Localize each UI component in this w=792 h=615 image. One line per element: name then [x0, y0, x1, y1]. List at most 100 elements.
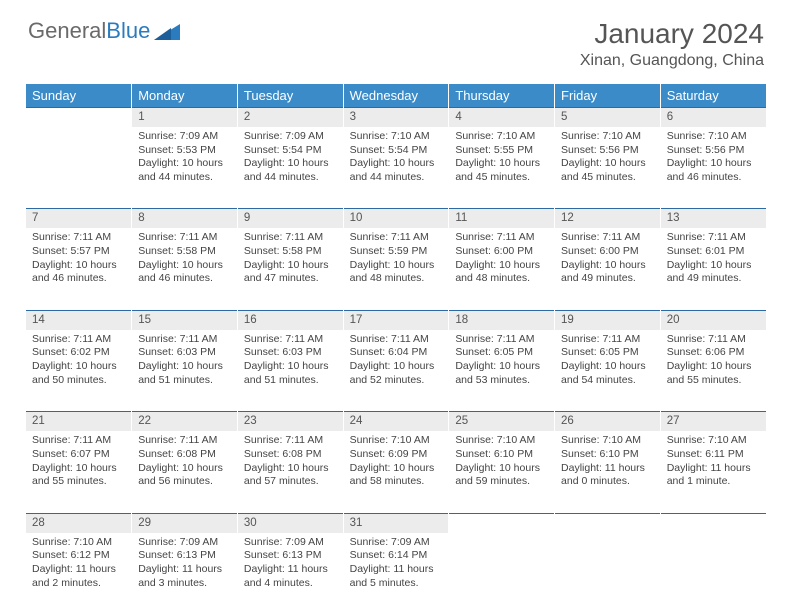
sunrise-line: Sunrise: 7:11 AM [138, 231, 231, 245]
daylight-line: Daylight: 11 hours and 3 minutes. [138, 563, 231, 590]
daylight-line: Daylight: 10 hours and 55 minutes. [667, 360, 760, 387]
day-content-cell: Sunrise: 7:10 AMSunset: 5:56 PMDaylight:… [660, 127, 766, 209]
sunset-line: Sunset: 6:12 PM [32, 549, 125, 563]
sunrise-line: Sunrise: 7:11 AM [667, 231, 760, 245]
sunset-line: Sunset: 6:00 PM [455, 245, 548, 259]
daylight-line: Daylight: 10 hours and 45 minutes. [561, 157, 654, 184]
calendar-body: 123456Sunrise: 7:09 AMSunset: 5:53 PMDay… [26, 108, 766, 615]
day-number-cell [555, 513, 661, 532]
day-number-cell: 1 [132, 108, 238, 127]
day-number-row: 123456 [26, 108, 766, 127]
day-content-cell: Sunrise: 7:11 AMSunset: 5:57 PMDaylight:… [26, 228, 132, 310]
day-number-cell: 9 [237, 209, 343, 228]
sunrise-line: Sunrise: 7:10 AM [350, 130, 443, 144]
daylight-line: Daylight: 10 hours and 49 minutes. [561, 259, 654, 286]
title-block: January 2024 Xinan, Guangdong, China [580, 18, 764, 70]
sunset-line: Sunset: 6:03 PM [138, 346, 231, 360]
sunrise-line: Sunrise: 7:10 AM [455, 434, 548, 448]
sunset-line: Sunset: 5:56 PM [561, 144, 654, 158]
day-content-row: Sunrise: 7:10 AMSunset: 6:12 PM Daylight:… [26, 533, 766, 615]
day-content-cell: Sunrise: 7:11 AMSunset: 6:08 PMDaylight:… [237, 431, 343, 513]
sunset-line: Sunset: 5:59 PM [350, 245, 443, 259]
day-content-cell: Sunrise: 7:11 AMSunset: 6:03 PMDaylight:… [237, 330, 343, 412]
sunset-line: Sunset: 6:08 PM [138, 448, 231, 462]
day-number-cell: 10 [343, 209, 449, 228]
daylight-line: Daylight: 10 hours and 46 minutes. [32, 259, 125, 286]
sunset-line: Sunset: 6:14 PM [350, 549, 443, 563]
header: GeneralBlue January 2024 Xinan, Guangdon… [0, 0, 792, 76]
sunrise-line: Sunrise: 7:11 AM [561, 333, 654, 347]
day-number-cell: 26 [555, 412, 661, 431]
day-number-cell: 21 [26, 412, 132, 431]
daylight-line: Daylight: 10 hours and 58 minutes. [350, 462, 443, 489]
day-content-cell: Sunrise: 7:10 AMSunset: 6:11 PMDaylight:… [660, 431, 766, 513]
daylight-line: Daylight: 10 hours and 57 minutes. [244, 462, 337, 489]
sunrise-line: Sunrise: 7:11 AM [244, 333, 337, 347]
sunrise-line: Sunrise: 7:11 AM [32, 434, 125, 448]
logo-part2: Blue [106, 18, 150, 43]
day-content-cell: Sunrise: 7:10 AMSunset: 6:12 PMDaylight:… [26, 533, 132, 615]
day-number-cell: 16 [237, 310, 343, 329]
sunrise-line: Sunrise: 7:11 AM [350, 333, 443, 347]
day-content-cell: Sunrise: 7:10 AMSunset: 5:55 PMDaylight:… [449, 127, 555, 209]
day-content-cell: Sunrise: 7:10 AMSunset: 6:10 PMDaylight:… [449, 431, 555, 513]
sunrise-line: Sunrise: 7:10 AM [455, 130, 548, 144]
weekday-header: Thursday [449, 84, 555, 108]
triangle-icon [154, 22, 180, 40]
sunset-line: Sunset: 6:13 PM [138, 549, 231, 563]
weekday-header-row: SundayMondayTuesdayWednesdayThursdayFrid… [26, 84, 766, 108]
day-content-row: Sunrise: 7:09 AMSunset: 5:53 PMDaylight:… [26, 127, 766, 209]
day-number-cell: 29 [132, 513, 238, 532]
daylight-line: Daylight: 10 hours and 54 minutes. [561, 360, 654, 387]
day-content-cell: Sunrise: 7:11 AMSunset: 6:00 PMDaylight:… [555, 228, 661, 310]
sunrise-line: Sunrise: 7:11 AM [455, 231, 548, 245]
sunrise-line: Sunrise: 7:11 AM [138, 434, 231, 448]
day-content-cell: Sunrise: 7:11 AMSunset: 6:06 PMDaylight:… [660, 330, 766, 412]
day-number-row: 14151617181920 [26, 310, 766, 329]
logo: GeneralBlue [28, 18, 180, 44]
daylight-line: Daylight: 11 hours and 4 minutes. [244, 563, 337, 590]
daylight-line: Daylight: 10 hours and 51 minutes. [138, 360, 231, 387]
daylight-line: Daylight: 11 hours and 0 minutes. [561, 462, 654, 489]
day-content-cell: Sunrise: 7:11 AMSunset: 6:02 PMDaylight:… [26, 330, 132, 412]
sunset-line: Sunset: 6:05 PM [455, 346, 548, 360]
day-content-cell: Sunrise: 7:09 AMSunset: 6:14 PMDaylight:… [343, 533, 449, 615]
daylight-line: Daylight: 10 hours and 44 minutes. [138, 157, 231, 184]
day-content-cell [660, 533, 766, 615]
sunset-line: Sunset: 5:54 PM [244, 144, 337, 158]
day-number-row: 21222324252627 [26, 412, 766, 431]
day-number-cell: 18 [449, 310, 555, 329]
daylight-line: Daylight: 10 hours and 56 minutes. [138, 462, 231, 489]
sunset-line: Sunset: 5:53 PM [138, 144, 231, 158]
sunset-line: Sunset: 6:11 PM [667, 448, 760, 462]
day-content-cell: Sunrise: 7:10 AMSunset: 6:09 PMDaylight:… [343, 431, 449, 513]
weekday-header: Friday [555, 84, 661, 108]
sunrise-line: Sunrise: 7:11 AM [244, 231, 337, 245]
sunset-line: Sunset: 6:00 PM [561, 245, 654, 259]
sunrise-line: Sunrise: 7:09 AM [138, 130, 231, 144]
sunset-line: Sunset: 6:06 PM [667, 346, 760, 360]
sunrise-line: Sunrise: 7:10 AM [667, 434, 760, 448]
sunrise-line: Sunrise: 7:09 AM [244, 130, 337, 144]
sunrise-line: Sunrise: 7:11 AM [350, 231, 443, 245]
day-number-cell: 25 [449, 412, 555, 431]
sunrise-line: Sunrise: 7:10 AM [32, 536, 125, 550]
logo-text: GeneralBlue [28, 18, 150, 44]
daylight-line: Daylight: 11 hours and 5 minutes. [350, 563, 443, 590]
page-title: January 2024 [580, 18, 764, 50]
day-number-row: 78910111213 [26, 209, 766, 228]
sunset-line: Sunset: 6:04 PM [350, 346, 443, 360]
weekday-header: Sunday [26, 84, 132, 108]
day-content-cell: Sunrise: 7:11 AMSunset: 6:00 PMDaylight:… [449, 228, 555, 310]
day-content-cell: Sunrise: 7:11 AMSunset: 6:08 PMDaylight:… [132, 431, 238, 513]
sunset-line: Sunset: 6:07 PM [32, 448, 125, 462]
sunrise-line: Sunrise: 7:11 AM [455, 333, 548, 347]
day-content-cell: Sunrise: 7:11 AMSunset: 5:58 PMDaylight:… [132, 228, 238, 310]
sunrise-line: Sunrise: 7:09 AM [138, 536, 231, 550]
sunrise-line: Sunrise: 7:11 AM [561, 231, 654, 245]
day-content-row: Sunrise: 7:11 AMSunset: 5:57 PMDaylight:… [26, 228, 766, 310]
location: Xinan, Guangdong, China [580, 52, 764, 70]
day-number-cell: 11 [449, 209, 555, 228]
day-number-cell: 5 [555, 108, 661, 127]
sunrise-line: Sunrise: 7:09 AM [244, 536, 337, 550]
